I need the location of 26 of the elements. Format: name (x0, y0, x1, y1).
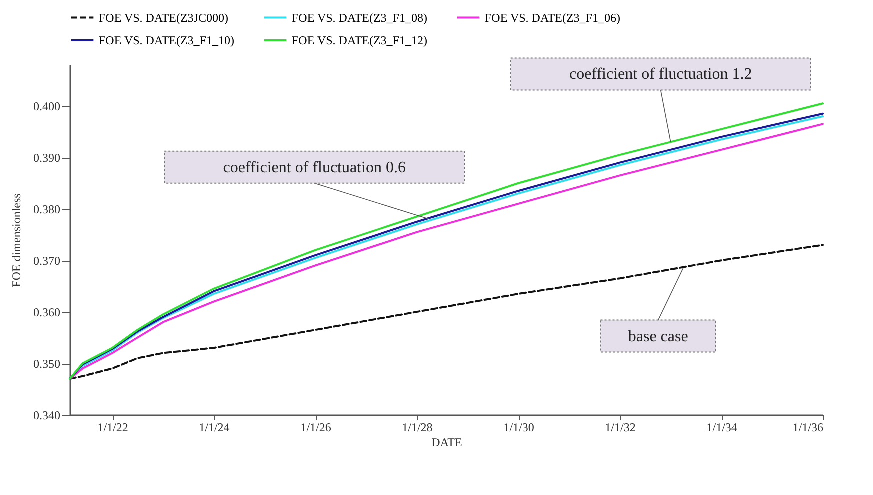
annotation: coefficient of fluctuation 1.2 (569, 66, 752, 84)
annotation: base case (628, 328, 688, 346)
x-tick-label: 1/1/32 (605, 420, 636, 434)
y-tick-label: 0.380 (34, 202, 60, 217)
x-axis-title: DATE (432, 436, 462, 450)
x-tick-label: 1/1/34 (706, 420, 738, 434)
annotation: coefficient of fluctuation 0.6 (223, 159, 406, 176)
legend-label: FOE VS. DATE(Z3_F1_12) (292, 34, 428, 48)
x-tick-label: 1/1/26 (300, 420, 332, 434)
legend-label: FOE VS. DATE(Z3_F1_08) (292, 10, 428, 25)
line-series (69, 244, 824, 380)
x-tick-label: 1/1/36 (792, 420, 824, 434)
legend-label: FOE VS. DATE(Z3JC000) (99, 10, 228, 25)
y-tick-label: 0.360 (34, 306, 60, 320)
x-tick-label: 1/1/24 (199, 420, 230, 434)
y-tick-label: 0.370 (34, 254, 60, 268)
y-tick-label: 0.340 (34, 408, 60, 422)
x-tick-label: 1/1/22 (98, 420, 128, 434)
y-tick-label: 0.390 (34, 151, 60, 166)
legend-label: FOE VS. DATE(Z3_F1_10) (99, 34, 234, 48)
y-tick-label: 0.400 (34, 100, 60, 114)
y-tick-label: 0.350 (34, 357, 60, 372)
x-tick-label: 1/1/30 (504, 420, 534, 434)
legend-label: FOE VS. DATE(Z3_F1_06) (485, 10, 620, 25)
y-axis-title: FOE dimensionless (10, 193, 24, 288)
x-tick-label: 1/1/28 (402, 420, 433, 434)
